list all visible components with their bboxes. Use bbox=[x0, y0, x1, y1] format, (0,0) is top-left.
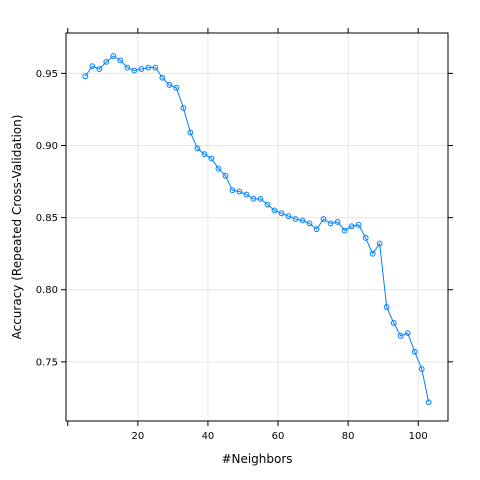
x-tick-label: 40 bbox=[202, 431, 215, 442]
y-tick-label: 0.75 bbox=[36, 357, 58, 368]
data-series bbox=[83, 54, 431, 405]
y-tick-label: 0.95 bbox=[36, 69, 58, 80]
plot-frame bbox=[66, 33, 448, 421]
axis-ticks: 20 40 60 80 100 0.75 0.80 0.85 0.90 0.95 bbox=[36, 28, 453, 442]
data-point bbox=[83, 74, 88, 79]
grid-lines bbox=[66, 33, 448, 421]
x-tick-label: 100 bbox=[409, 431, 428, 442]
y-tick-label: 0.90 bbox=[36, 141, 58, 152]
series-line bbox=[85, 56, 428, 402]
x-tick-label: 60 bbox=[272, 431, 285, 442]
x-axis-title: #Neighbors bbox=[221, 452, 292, 466]
y-tick-label: 0.85 bbox=[36, 213, 58, 224]
x-tick-label: 80 bbox=[342, 431, 355, 442]
y-axis-title: Accuracy (Repeated Cross-Validation) bbox=[10, 115, 24, 340]
x-tick-label: 20 bbox=[131, 431, 144, 442]
y-tick-label: 0.80 bbox=[36, 285, 58, 296]
